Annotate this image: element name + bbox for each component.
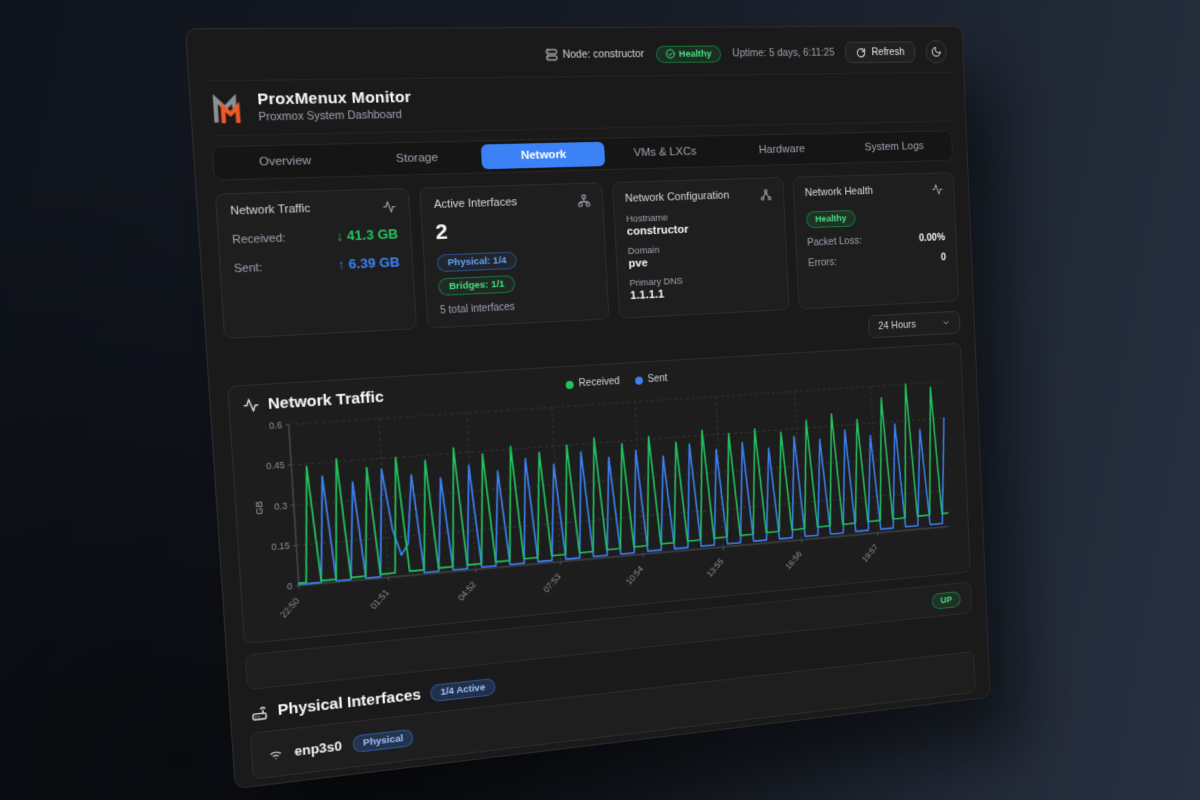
network-configuration-card: Network Configuration Hostname construct…: [612, 177, 790, 319]
svg-text:GB: GB: [254, 501, 266, 515]
svg-text:10:54: 10:54: [624, 564, 645, 586]
refresh-icon: [856, 47, 866, 58]
svg-text:0.3: 0.3: [274, 501, 288, 512]
tab-system-logs[interactable]: System Logs: [838, 134, 949, 160]
card-title: Active Interfaces: [434, 196, 518, 211]
packet-loss-label: Packet Loss:: [807, 235, 862, 249]
server-icon: [545, 49, 558, 61]
physical-count-badge: Physical: 1/4: [437, 251, 517, 272]
active-count-badge: 1/4 Active: [430, 678, 496, 702]
svg-text:16:56: 16:56: [784, 549, 804, 571]
dashboard-window: Node: constructor Healthy Uptime: 5 days…: [185, 26, 991, 789]
svg-text:04:52: 04:52: [456, 580, 478, 603]
svg-text:0.6: 0.6: [269, 420, 283, 431]
svg-text:0.15: 0.15: [271, 541, 290, 553]
section-title: Physical Interfaces: [277, 686, 421, 719]
tab-storage[interactable]: Storage: [351, 145, 482, 173]
network-health-card: Network Health Healthy Packet Loss: 0.00…: [792, 172, 959, 309]
activity-icon: [242, 397, 259, 414]
app-title: ProxMenux Monitor: [257, 88, 412, 108]
time-range-value: 24 Hours: [878, 319, 916, 333]
tab-vms-lxcs[interactable]: VMs & LXCs: [604, 139, 724, 166]
health-badge: Healthy: [655, 45, 721, 63]
tab-bar: Overview Storage Network VMs & LXCs Hard…: [212, 130, 954, 180]
theme-toggle-button[interactable]: [925, 40, 947, 63]
sent-value: ↑ 6.39 GB: [337, 254, 400, 272]
tab-overview[interactable]: Overview: [216, 147, 352, 176]
svg-text:13:55: 13:55: [705, 557, 726, 579]
active-interfaces-card: Active Interfaces 2 Physical: 1/4 Bridge…: [419, 182, 609, 328]
errors-value: 0: [941, 252, 947, 264]
svg-text:19:57: 19:57: [860, 542, 880, 563]
activity-icon: [382, 200, 396, 214]
check-circle-icon: [665, 49, 675, 59]
received-value: ↓ 41.3 GB: [336, 226, 399, 244]
svg-text:01:51: 01:51: [368, 588, 391, 611]
up-badge: UP: [931, 590, 960, 609]
refresh-button[interactable]: Refresh: [845, 41, 916, 63]
svg-text:07:53: 07:53: [541, 572, 563, 595]
card-title: Network Traffic: [230, 202, 311, 217]
network-traffic-card: Network Traffic Received: ↓ 41.3 GB Sent…: [215, 188, 418, 339]
chevron-down-icon: [942, 318, 951, 328]
svg-text:0: 0: [287, 581, 293, 592]
errors-label: Errors:: [808, 256, 837, 269]
tab-hardware[interactable]: Hardware: [724, 137, 840, 163]
tab-network[interactable]: Network: [480, 142, 605, 170]
received-label: Received:: [232, 231, 286, 246]
uptime-text: Uptime: 5 days, 6:11:25: [732, 47, 835, 60]
bridges-count-badge: Bridges: 1/1: [438, 275, 515, 296]
card-title: Network Configuration: [625, 190, 730, 205]
app-header: ProxMenux Monitor Proxmox System Dashboa…: [207, 73, 951, 137]
svg-text:0.45: 0.45: [266, 460, 285, 471]
svg-text:22:50: 22:50: [278, 596, 302, 620]
health-status-badge: Healthy: [806, 210, 856, 228]
app-subtitle: Proxmox System Dashboard: [258, 108, 412, 123]
interface-type-badge: Physical: [352, 729, 414, 753]
packet-loss-value: 0.00%: [919, 232, 946, 244]
moon-icon: [931, 46, 942, 58]
nic-icon: [250, 703, 268, 722]
sent-label: Sent:: [234, 261, 263, 275]
node-indicator: Node: constructor: [545, 48, 644, 61]
wifi-icon: [267, 745, 284, 762]
page-background: Node: constructor Healthy Uptime: 5 days…: [0, 0, 1200, 800]
interface-name: enp3s0: [294, 738, 343, 759]
proxmenux-logo: [210, 92, 247, 123]
activity-icon: [931, 183, 943, 196]
summary-cards: Network Traffic Received: ↓ 41.3 GB Sent…: [215, 172, 959, 339]
total-interfaces-note: 5 total interfaces: [440, 298, 596, 317]
active-interfaces-count: 2: [435, 215, 592, 245]
card-title: Network Health: [805, 185, 874, 199]
network-icon: [577, 194, 591, 208]
node-label: Node: constructor: [562, 48, 644, 61]
topology-icon: [759, 188, 772, 201]
time-range-select[interactable]: 24 Hours: [868, 311, 961, 339]
